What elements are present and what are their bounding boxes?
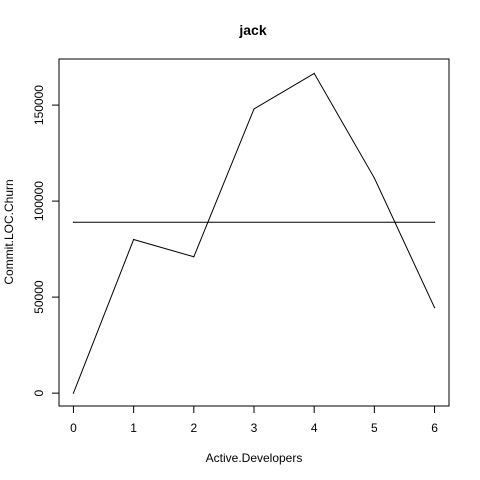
series-point <box>193 256 195 258</box>
y-tick-label: 50000 <box>32 280 46 314</box>
series-point <box>72 392 75 394</box>
x-tick-label: 3 <box>251 421 258 435</box>
x-tick-label: 5 <box>371 421 378 435</box>
x-tick-label: 6 <box>431 421 438 435</box>
x-tick-label: 2 <box>190 421 197 435</box>
series-point <box>253 108 255 110</box>
series-layer <box>72 72 436 394</box>
x-tick-label: 0 <box>70 421 77 435</box>
y-axis: 0 50000 100000 150000 <box>32 85 60 396</box>
y-tick-label: 150000 <box>32 85 46 125</box>
series-point <box>373 177 375 179</box>
series-point <box>433 221 436 223</box>
x-tick-label: 4 <box>311 421 318 435</box>
chart-title: jack <box>238 22 266 38</box>
series-point <box>72 221 75 223</box>
x-tick-label: 1 <box>130 421 137 435</box>
y-tick-label: 0 <box>32 389 46 396</box>
series-point <box>433 307 436 309</box>
x-axis-label: Active.Developers <box>206 451 303 465</box>
y-tick-label: 100000 <box>32 181 46 221</box>
series-point <box>313 72 315 75</box>
series-point <box>133 238 135 241</box>
y-axis-label: Commit.LOC.Churn <box>2 179 16 284</box>
x-axis: 0 1 2 3 4 5 6 <box>70 405 438 435</box>
